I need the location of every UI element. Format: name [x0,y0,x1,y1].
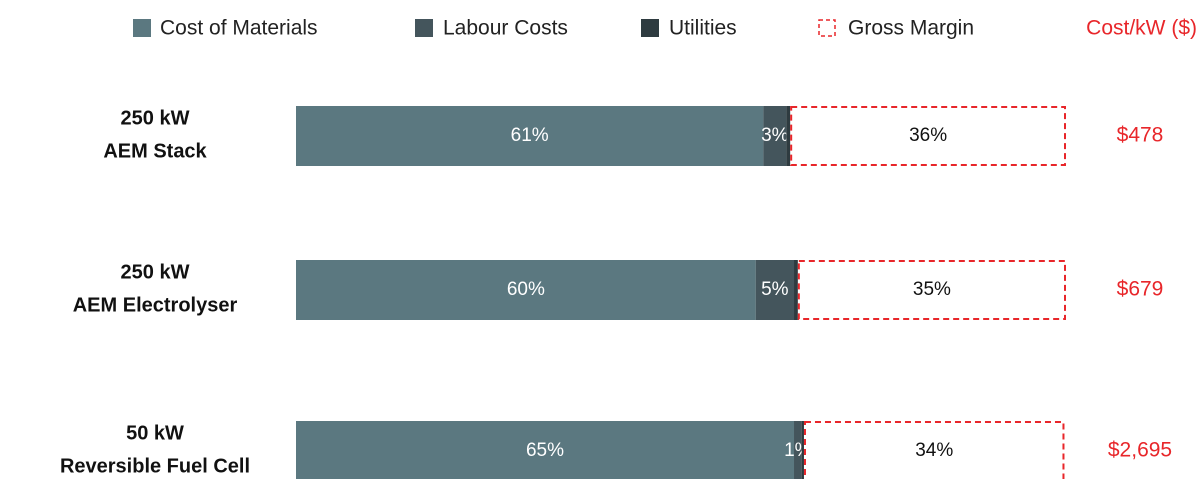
bar-segment [786,106,791,166]
category-label: 50 kW [126,422,184,444]
cost-value: $478 [1117,124,1164,147]
legend-swatch [415,19,433,37]
legend-swatch [818,19,836,37]
category-label: AEM Electrolyser [73,294,238,316]
legend-label: Gross Margin [848,17,974,40]
cost-header: Cost/kW ($) [1086,17,1197,40]
bar-segment [755,260,795,320]
data-label: 36% [909,125,947,146]
data-label: 65% [526,440,564,461]
bar-segment [790,106,1066,166]
legend-swatch [641,19,659,37]
legend-label: Cost of Materials [160,17,318,40]
bar-segment [296,421,795,479]
data-label: 3% [761,125,789,146]
bar-segment [803,421,1065,479]
bar-segment [801,421,804,479]
legend-label: Utilities [669,17,737,40]
category-label: 250 kW [121,261,190,283]
bar-segment [794,260,798,320]
bar-segment [296,260,756,320]
bar-segment [794,421,802,479]
bar-segment [797,260,1067,320]
bar-segment [763,106,787,166]
data-label: 1% [784,440,812,461]
legend-swatch [133,19,151,37]
data-label: 60% [507,279,545,300]
data-label: 34% [915,440,953,461]
legend-label: Labour Costs [443,17,568,40]
bar-segment [296,106,764,166]
category-label: Reversible Fuel Cell [60,455,250,477]
data-label: 61% [511,125,549,146]
category-label: AEM Stack [103,140,207,162]
category-label: 250 kW [121,107,190,129]
data-label: 5% [761,279,789,300]
data-label: 35% [913,279,951,300]
cost-value: $2,695 [1108,439,1172,462]
cost-value: $679 [1117,278,1164,301]
